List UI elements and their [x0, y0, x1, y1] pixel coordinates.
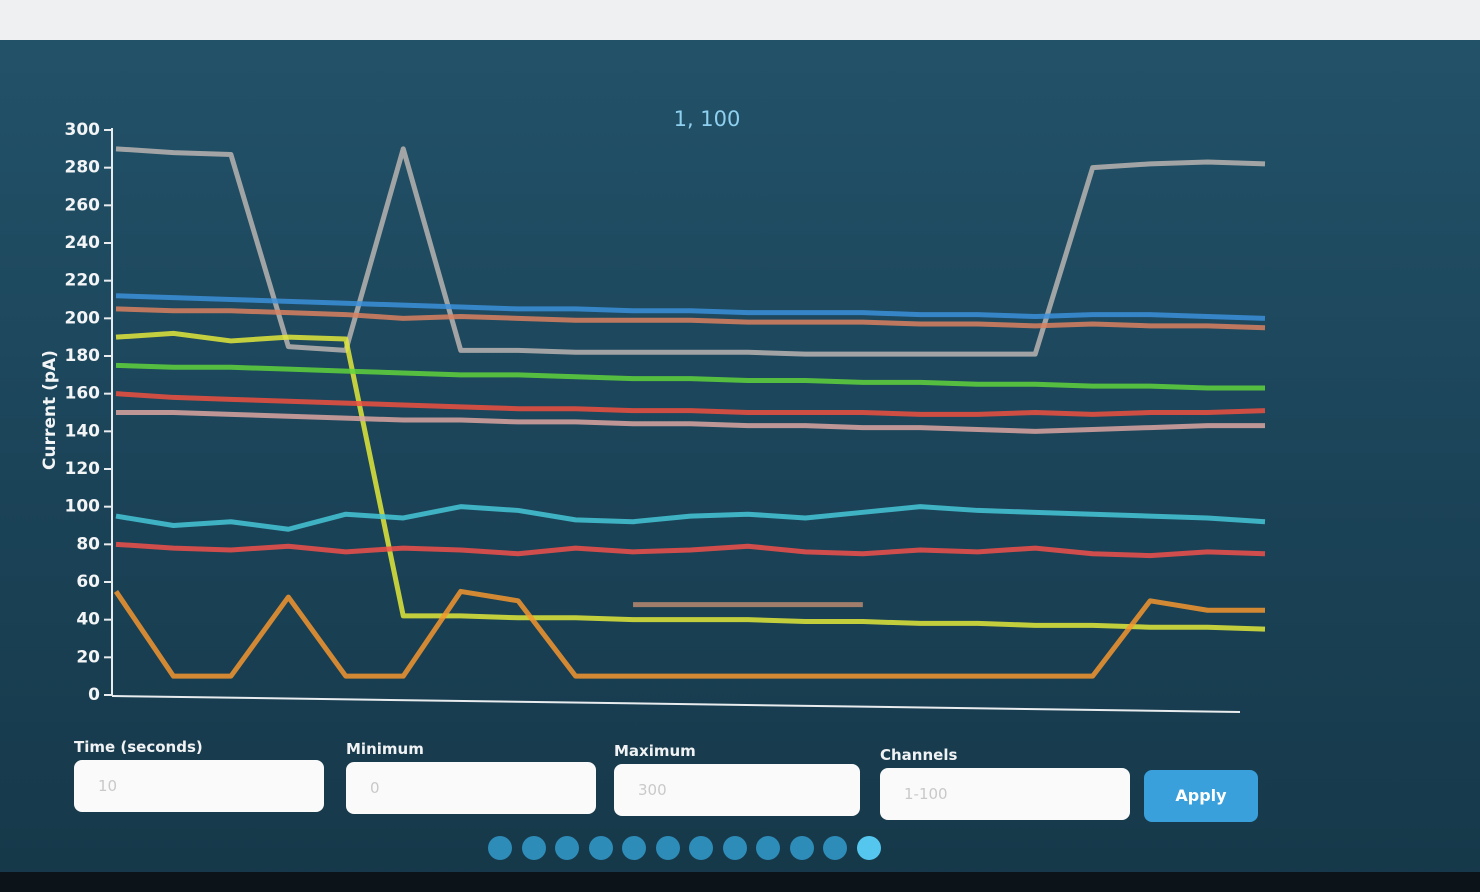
y-tick-label: 240 — [65, 233, 101, 253]
y-tick-label: 20 — [76, 647, 100, 667]
page-dot[interactable] — [722, 836, 747, 860]
page-dot[interactable] — [823, 836, 847, 860]
y-tick-label: 160 — [65, 384, 101, 404]
y-tick-label: 260 — [65, 195, 101, 215]
trace — [115, 391, 1266, 417]
chart-title: 1, 100 — [674, 107, 741, 131]
page-dot[interactable] — [655, 836, 680, 860]
page-dot[interactable] — [588, 836, 613, 860]
field-label: Maximum — [614, 742, 696, 760]
y-tick-label: 200 — [65, 308, 101, 328]
page-dot[interactable] — [856, 836, 881, 860]
trace — [115, 504, 1266, 532]
page-dot[interactable] — [521, 836, 546, 860]
page-dot[interactable] — [689, 836, 713, 860]
y-tick-label: 60 — [76, 572, 100, 592]
page-dot[interactable] — [555, 836, 579, 860]
trace — [115, 146, 1266, 357]
y-tick-label: 0 — [88, 685, 100, 705]
apply-button[interactable]: Apply — [1144, 770, 1258, 822]
input[interactable]: 10 — [74, 760, 324, 812]
y-tick-label: 220 — [65, 271, 101, 291]
field: Minimum 0 — [346, 740, 596, 814]
field: Channels 1-100 — [880, 746, 1130, 820]
y-tick-label: 280 — [65, 158, 101, 178]
chart: 1, 100 Current (pA) 0 20 40 60 80 100 120 140 16… — [40, 107, 1266, 713]
top-bar — [0, 0, 1480, 40]
y-tick-label: 180 — [65, 346, 101, 366]
trace — [113, 588, 1265, 679]
page-dot[interactable] — [756, 836, 780, 860]
field-label: Minimum — [346, 740, 424, 758]
page-dot[interactable] — [488, 836, 512, 860]
trace — [115, 362, 1265, 391]
trace — [115, 306, 1266, 331]
trace — [116, 410, 1265, 434]
y-tick-label: 80 — [76, 534, 100, 554]
pagination — [488, 836, 890, 864]
y-tick-label: 40 — [76, 610, 100, 630]
screen-bezel — [0, 872, 1480, 892]
y-tick-label: 120 — [65, 459, 101, 479]
page-dot[interactable] — [622, 836, 646, 860]
input[interactable]: 1-100 — [880, 768, 1130, 820]
field-label: Channels — [880, 746, 958, 764]
field-label: Time (seconds) — [74, 738, 203, 756]
input[interactable]: 300 — [614, 764, 860, 816]
trace — [115, 293, 1266, 321]
field: Time (seconds) 10 — [74, 738, 324, 812]
y-tick-label: 100 — [65, 497, 101, 517]
field: Maximum 300 — [614, 742, 860, 816]
trace — [115, 541, 1266, 559]
y-tick-label: 140 — [65, 421, 101, 441]
y-tick-label: 300 — [65, 120, 101, 140]
y-axis-label: Current (pA) — [40, 350, 60, 470]
page-dot[interactable] — [789, 836, 814, 860]
x-axis — [111, 695, 1241, 713]
trace — [115, 330, 1266, 632]
input[interactable]: 0 — [346, 762, 596, 814]
